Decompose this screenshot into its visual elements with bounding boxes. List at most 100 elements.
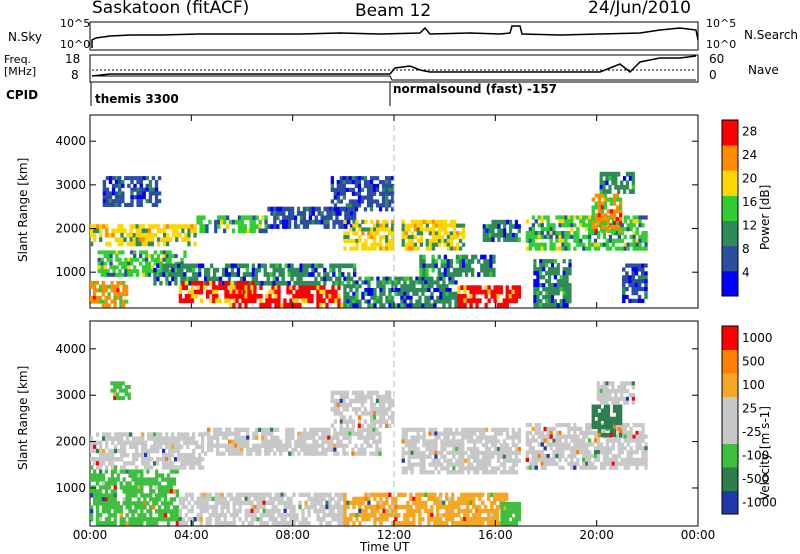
data-cell <box>289 496 293 502</box>
data-cell <box>539 267 543 272</box>
data-cell <box>180 267 184 273</box>
data-cell <box>464 427 468 432</box>
data-cell <box>629 234 633 239</box>
data-cell <box>448 280 452 285</box>
data-cell <box>458 238 463 243</box>
data-cell <box>183 272 187 277</box>
data-cell <box>446 231 451 236</box>
data-cell <box>403 276 407 281</box>
data-cell <box>166 241 170 247</box>
data-cell <box>267 447 271 452</box>
data-cell <box>207 427 211 432</box>
data-cell <box>231 443 235 448</box>
data-cell <box>353 263 357 269</box>
data-cell <box>189 465 193 470</box>
data-cell <box>171 465 175 470</box>
data-cell <box>328 294 332 299</box>
data-cell <box>224 267 229 273</box>
data-cell <box>270 439 274 444</box>
data-cell <box>296 206 301 212</box>
data-cell <box>224 289 228 295</box>
data-cell <box>614 392 618 398</box>
data-cell <box>331 294 335 299</box>
data-cell <box>115 257 119 262</box>
data-region <box>525 215 648 251</box>
data-cell <box>431 450 435 456</box>
data-cell <box>367 299 371 304</box>
data-cell <box>155 497 159 502</box>
data-cell <box>330 443 334 448</box>
data-cell <box>297 431 301 436</box>
data-cell <box>229 521 233 526</box>
data-cell <box>370 492 374 497</box>
data-cell <box>363 398 368 404</box>
data-cell <box>585 446 589 451</box>
data-cell <box>543 234 547 239</box>
data-cell <box>134 489 138 494</box>
data-cell <box>159 228 164 234</box>
data-cell <box>553 287 557 292</box>
data-cell <box>158 509 162 514</box>
data-cell <box>336 195 340 200</box>
data-cell <box>118 176 122 181</box>
data-cell <box>440 439 444 444</box>
data-cell <box>212 285 216 290</box>
data-cell <box>614 246 618 251</box>
data-cell <box>312 431 316 436</box>
data-cell <box>333 187 337 192</box>
data-cell <box>568 259 572 264</box>
data-cell <box>540 465 544 470</box>
data-cell <box>198 444 202 450</box>
data-cell <box>567 426 571 432</box>
data-cell <box>585 450 589 455</box>
data-cell <box>175 228 179 234</box>
data-cell <box>120 465 124 470</box>
data-cell <box>373 496 377 502</box>
data-cell <box>606 408 611 413</box>
data-cell <box>229 512 233 518</box>
data-cell <box>310 298 314 304</box>
data-cell <box>452 431 456 436</box>
data-cell <box>611 242 615 247</box>
data-cell <box>342 435 346 440</box>
data-cell <box>599 450 604 455</box>
data-cell <box>445 295 449 300</box>
data-cell <box>512 509 516 514</box>
data-cell <box>162 257 166 262</box>
data-cell <box>425 227 429 232</box>
data-cell <box>261 427 265 432</box>
colorbar-segment <box>722 326 738 350</box>
data-cell <box>309 431 313 436</box>
data-cell <box>168 465 172 470</box>
data-cell <box>321 439 325 444</box>
data-cell <box>431 242 436 247</box>
data-cell <box>493 517 497 522</box>
data-cell <box>525 231 529 236</box>
data-cell <box>476 454 480 459</box>
data-cell <box>335 280 339 286</box>
data-cell <box>443 439 447 444</box>
data-cell <box>401 439 405 444</box>
data-cell <box>156 436 160 441</box>
data-cell <box>534 461 538 466</box>
data-cell <box>280 496 284 502</box>
data-cell <box>334 289 338 295</box>
data-cell <box>391 195 395 200</box>
data-cell <box>422 219 426 224</box>
data-cell <box>611 381 615 386</box>
data-cell <box>186 457 190 462</box>
data-cell <box>261 435 265 440</box>
data-cell <box>439 284 443 289</box>
data-cell <box>573 426 577 432</box>
data-cell <box>375 187 380 192</box>
data-cell <box>331 496 335 502</box>
colorbar-frame <box>721 119 739 297</box>
data-cell <box>153 257 158 262</box>
data-cell <box>364 280 368 285</box>
data-cell <box>644 446 648 451</box>
data-cell <box>162 448 166 454</box>
data-cell <box>626 227 630 232</box>
data-cell <box>98 477 103 482</box>
data-cell <box>400 504 404 510</box>
data-cell <box>486 259 490 264</box>
